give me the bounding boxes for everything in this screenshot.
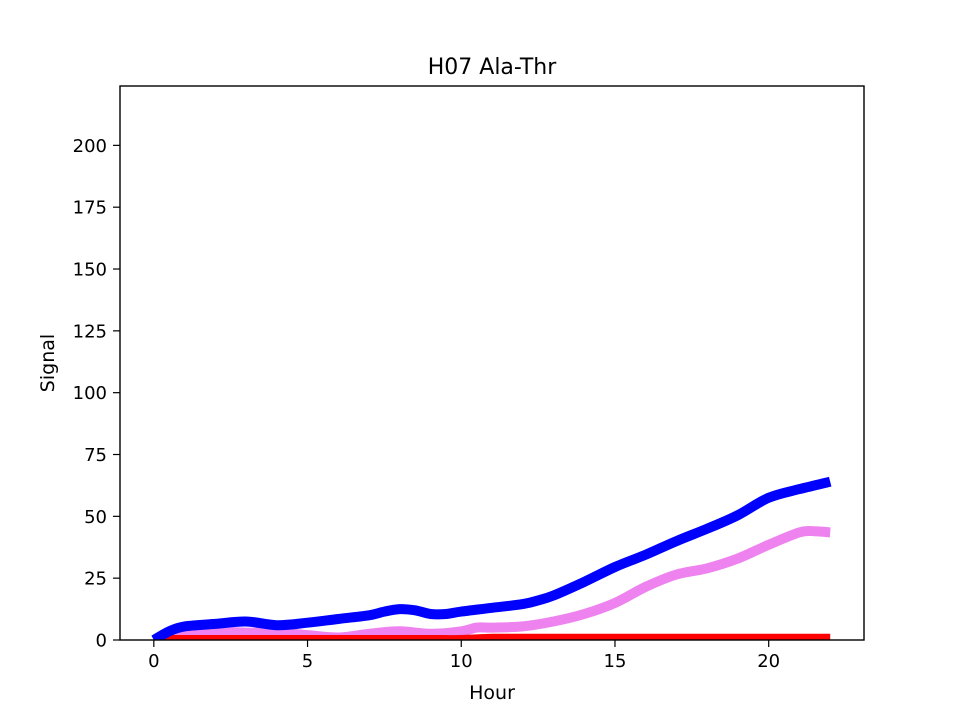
x-tick-label: 0 (148, 651, 159, 672)
y-tick-label: 125 (73, 321, 107, 342)
y-tick-label: 175 (73, 198, 107, 219)
y-tick-label: 200 (73, 136, 107, 157)
x-axis: 0 5 10 15 20 (148, 640, 780, 672)
series-line-3 (153, 633, 831, 640)
y-axis-label: Signal (37, 334, 59, 392)
x-tick-label: 5 (302, 651, 313, 672)
series-line-1 (151, 476, 832, 640)
series-layer (151, 476, 832, 640)
series-line-2 (152, 525, 831, 640)
y-tick-label: 25 (84, 569, 107, 590)
x-axis-label: Hour (469, 682, 515, 704)
x-tick-label: 20 (757, 651, 780, 672)
y-tick-label: 75 (84, 445, 107, 466)
plot-frame (119, 85, 865, 641)
y-tick-label: 150 (73, 260, 107, 281)
chart-title: H07 Ala-Thr (428, 55, 557, 80)
y-tick-label: 100 (73, 383, 107, 404)
y-axis: 0 25 50 75 100 125 150 175 200 (73, 136, 120, 652)
x-tick-label: 15 (604, 651, 627, 672)
x-tick-label: 10 (450, 651, 473, 672)
y-tick-label: 0 (96, 631, 107, 652)
y-tick-label: 50 (84, 507, 107, 528)
